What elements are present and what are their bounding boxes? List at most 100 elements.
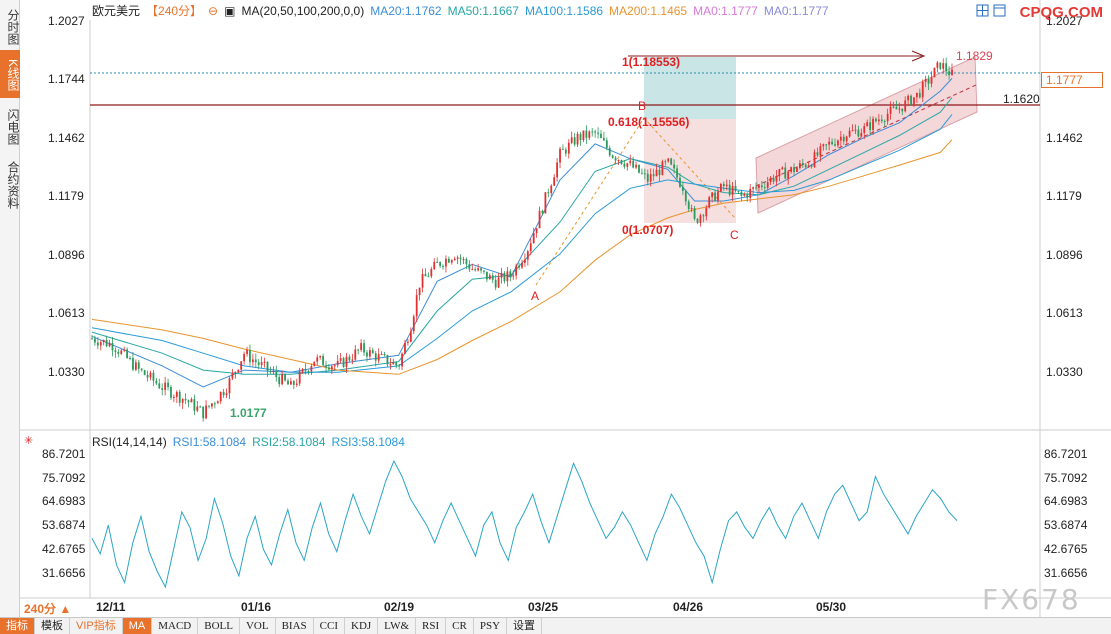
rsi-tick-left: 86.7201: [42, 447, 86, 461]
candle-body: [518, 265, 520, 268]
candle-body: [532, 233, 535, 244]
candle-body: [547, 192, 550, 194]
indicator-toolbar: 指标 模板 VIP指标 MA MACD BOLL VOL BIAS CCI KDJ LW& RSI CR…: [0, 617, 1111, 634]
indicator-tab[interactable]: CR: [446, 618, 474, 634]
candle-body: [781, 167, 784, 170]
fullscreen-icon[interactable]: [976, 4, 989, 17]
candle-body: [717, 191, 719, 201]
candle-body: [213, 403, 216, 405]
fib-upper-zone: [644, 57, 736, 119]
period-selector[interactable]: 240分 ▲: [24, 602, 72, 616]
candle-body: [796, 168, 798, 172]
candle-body: [374, 353, 377, 361]
candle-body: [570, 137, 573, 143]
price-tick-right: 1.1462: [1046, 131, 1083, 145]
candle-body: [436, 261, 439, 263]
candle-body: [693, 208, 696, 219]
candle-body: [690, 208, 693, 210]
rsi1-value: RSI1:58.1084: [172, 435, 247, 449]
price-tick-left: 1.1744: [48, 72, 85, 86]
rsi-tick-right: 42.6765: [1044, 542, 1088, 556]
candle-body: [889, 106, 892, 114]
indicator-tab[interactable]: BIAS: [276, 618, 314, 634]
candle-body: [386, 354, 389, 365]
rsi-setting[interactable]: RSI(14,14,14): [92, 435, 167, 449]
ma-setting[interactable]: MA(20,50,100,200,0,0): [241, 4, 365, 18]
tab-kline[interactable]: K线图: [0, 50, 20, 98]
rsi-settings-icon[interactable]: ✳: [24, 435, 33, 447]
candle-body: [860, 132, 863, 137]
tab-flash[interactable]: 闪电图: [6, 108, 20, 145]
candle-body: [158, 383, 161, 389]
candle-body: [357, 349, 360, 351]
candle-body: [371, 350, 374, 354]
indicator-tab[interactable]: CCI: [314, 618, 345, 634]
period-label[interactable]: 【240分】: [146, 4, 203, 18]
candle-body: [769, 177, 772, 183]
rsi2-value: RSI2:58.1084: [252, 435, 326, 449]
candle-body: [649, 174, 652, 182]
low-label: 1.0177: [230, 406, 267, 420]
price-tick-right: 1.2027: [1046, 14, 1083, 28]
candle-body: [234, 371, 237, 373]
candle-body: [205, 405, 207, 419]
indicator-tab[interactable]: LW&: [378, 618, 417, 634]
candle-body: [550, 185, 553, 194]
price-tick-right: 1.0613: [1046, 306, 1083, 320]
indicator-tab[interactable]: PSY: [474, 618, 508, 634]
candle-body: [854, 129, 857, 131]
chart-canvas[interactable]: 1.2027 1.1744 1.1462 1.1179 1.0896 1.061…: [0, 0, 1111, 617]
wave-label-a: A: [531, 289, 539, 303]
indicator-tab[interactable]: 指标: [0, 618, 35, 634]
indicator-tab[interactable]: BOLL: [198, 618, 240, 634]
candle-body: [562, 148, 564, 150]
candle-body: [395, 362, 398, 366]
candle-body: [257, 362, 260, 365]
candle-body: [834, 144, 836, 146]
candle-body: [307, 370, 310, 372]
candle-body: [526, 251, 529, 260]
candle-body: [114, 350, 117, 352]
rsi-axis-labels: 86.7201 75.7092 64.6983 53.6874 42.6765 …: [42, 447, 1088, 580]
candle-body: [699, 215, 702, 223]
candle-body: [96, 342, 99, 346]
candle-body: [608, 147, 611, 156]
candle-body: [102, 339, 105, 343]
candle-body: [837, 140, 839, 146]
indicator-tab[interactable]: VOL: [240, 618, 276, 634]
candle-body: [281, 374, 284, 385]
moving-averages: [91, 78, 953, 388]
indicator-tab[interactable]: 模板: [35, 618, 70, 634]
candle-body: [415, 295, 418, 317]
tab-contract[interactable]: 合约资料: [6, 160, 20, 209]
candle-body: [146, 374, 149, 378]
indicator-tab[interactable]: VIP指标: [70, 618, 123, 634]
settings-window-icon[interactable]: [993, 4, 1006, 17]
candle-body: [787, 171, 790, 179]
indicator-tab[interactable]: 设置: [507, 618, 543, 634]
candle-body: [755, 187, 757, 189]
candle-body: [430, 269, 433, 277]
refresh-icon[interactable]: ⊖: [208, 4, 219, 18]
indicator-tab[interactable]: KDJ: [345, 618, 379, 634]
indicator-tab[interactable]: MA: [122, 618, 153, 634]
indicator-tab[interactable]: RSI: [416, 618, 447, 634]
indicator-tab[interactable]: MACD: [152, 618, 199, 634]
rsi-tick-left: 31.6656: [42, 566, 86, 580]
candle-body: [752, 187, 754, 189]
tab-timeshare[interactable]: 分时图: [6, 8, 20, 45]
rsi-line: [91, 459, 958, 589]
ma-settings-icon[interactable]: ▣: [224, 4, 236, 18]
candle-body: [275, 371, 278, 378]
candle-body: [456, 257, 459, 259]
candle-body: [465, 259, 468, 265]
candle-body: [480, 268, 482, 271]
candle-body: [512, 275, 515, 277]
candle-body: [746, 194, 749, 198]
price-tick-left: 1.1462: [48, 131, 85, 145]
candle-body: [199, 406, 202, 408]
candle-body: [749, 188, 752, 198]
candle-body: [646, 173, 649, 182]
candle-body: [322, 356, 324, 366]
candle-body: [927, 79, 930, 84]
